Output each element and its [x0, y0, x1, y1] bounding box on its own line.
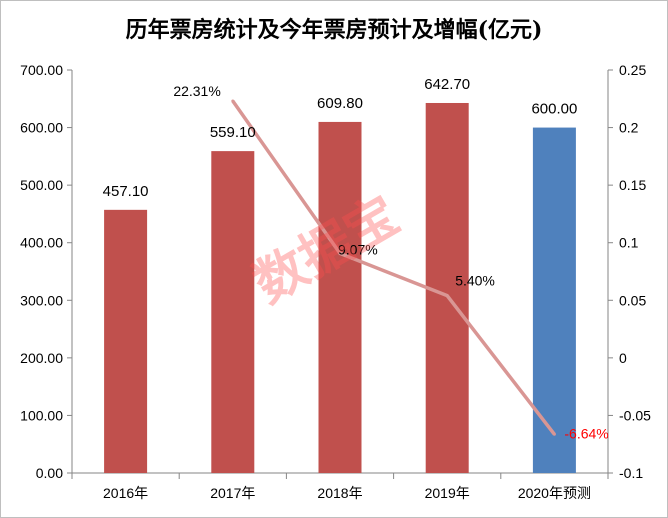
- growth-line: [231, 99, 556, 436]
- left-tick-label: 100.00: [20, 407, 63, 423]
- line-point: [445, 294, 449, 298]
- x-tick-label: 2019年: [425, 485, 470, 501]
- left-tick-label: 200.00: [20, 350, 63, 366]
- right-tick-label: 0.25: [619, 62, 646, 78]
- bar-value-label: 559.10: [210, 124, 256, 141]
- line-value-label: 5.40%: [455, 273, 495, 289]
- x-tick-label: 2017年: [210, 485, 255, 501]
- bar-series: [104, 102, 576, 474]
- line-value-label: -6.64%: [564, 425, 608, 441]
- bar: [104, 209, 148, 473]
- x-tick-label: 2020年预测: [518, 485, 591, 501]
- left-tick-label: 300.00: [20, 292, 63, 308]
- right-tick-label: -0.05: [619, 407, 651, 423]
- line-point: [552, 432, 556, 436]
- right-tick-label: 0.2: [619, 120, 639, 136]
- left-tick-label: 700.00: [20, 62, 63, 78]
- bar: [318, 121, 362, 473]
- right-tick-label: -0.1: [619, 465, 643, 481]
- x-tick-label: 2018年: [317, 485, 362, 501]
- bar-value-label: 609.80: [317, 95, 363, 112]
- bar-value-label: 642.70: [424, 76, 470, 93]
- line-series: [231, 99, 556, 436]
- right-tick-label: 0.15: [619, 177, 646, 193]
- left-tick-label: 500.00: [20, 177, 63, 193]
- chart-title: 历年票房统计及今年票房预计及增幅(亿元): [125, 17, 543, 43]
- data-labels: 457.10 559.10 609.80 642.70 600.00 22.31% 9.07…: [103, 76, 609, 441]
- line-value-label: 9.07%: [338, 241, 378, 257]
- left-tick-label: 400.00: [20, 235, 63, 251]
- line-point: [338, 251, 342, 255]
- bar: [425, 102, 469, 473]
- bar-value-label: 600.00: [531, 101, 577, 118]
- axes: 0.00 100.00 200.00 300.00 400.00 500.00 600.00…: [20, 62, 651, 501]
- right-tick-label: 0.05: [619, 292, 646, 308]
- x-tick-label: 2016年: [103, 485, 148, 501]
- left-tick-label: 0.00: [36, 465, 63, 481]
- bar: [211, 151, 255, 473]
- bar-value-label: 457.10: [103, 183, 149, 200]
- left-tick-label: 600.00: [20, 120, 63, 136]
- right-tick-label: 0.1: [619, 235, 639, 251]
- line-value-label: 22.31%: [173, 83, 220, 99]
- bar: [532, 127, 576, 474]
- line-point: [231, 99, 235, 103]
- right-tick-label: 0: [619, 350, 627, 366]
